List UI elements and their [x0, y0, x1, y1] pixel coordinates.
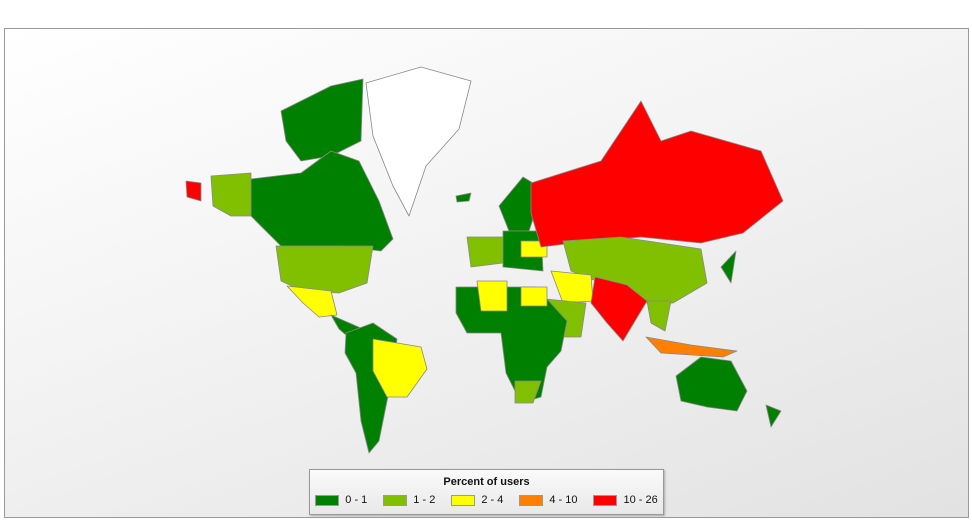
region-chukotka	[185, 180, 202, 202]
legend-swatch	[519, 494, 544, 506]
region-arctic-islands	[280, 78, 364, 162]
legend-swatch	[315, 494, 340, 506]
legend-swatch	[451, 494, 476, 506]
legend-swatch	[593, 494, 618, 506]
legend-item: 2 - 4	[451, 494, 503, 506]
region-japan	[720, 250, 737, 284]
legend-swatch	[383, 494, 408, 506]
region-southern-africa	[514, 380, 542, 404]
region-alaska	[210, 172, 252, 217]
region-new-zealand	[765, 404, 782, 428]
region-iceland	[455, 192, 472, 203]
region-australia	[675, 356, 748, 412]
legend-item: 10 - 26	[593, 494, 658, 506]
legend-title: Percent of users	[443, 476, 530, 488]
region-indonesia	[645, 336, 738, 358]
region-egypt	[520, 286, 548, 307]
region-india	[590, 276, 648, 342]
region-russia	[530, 100, 784, 248]
legend-item: 0 - 1	[315, 494, 367, 506]
region-usa	[275, 245, 374, 294]
region-algeria	[476, 280, 508, 312]
map-panel	[4, 28, 969, 518]
region-mexico	[286, 285, 338, 318]
legend-item: 1 - 2	[383, 494, 435, 506]
region-greenland	[365, 66, 472, 217]
world-map	[185, 66, 784, 454]
region-canada	[250, 150, 394, 252]
legend: Percent of users 0 - 1 1 - 2 2 - 4 4 - 1…	[309, 469, 664, 515]
region-africa	[455, 286, 568, 404]
region-brazil	[372, 338, 428, 398]
legend-item: 4 - 10	[519, 494, 577, 506]
region-southeast-asia	[646, 300, 672, 332]
region-middle-east	[550, 270, 594, 304]
region-western-europe	[466, 236, 504, 268]
